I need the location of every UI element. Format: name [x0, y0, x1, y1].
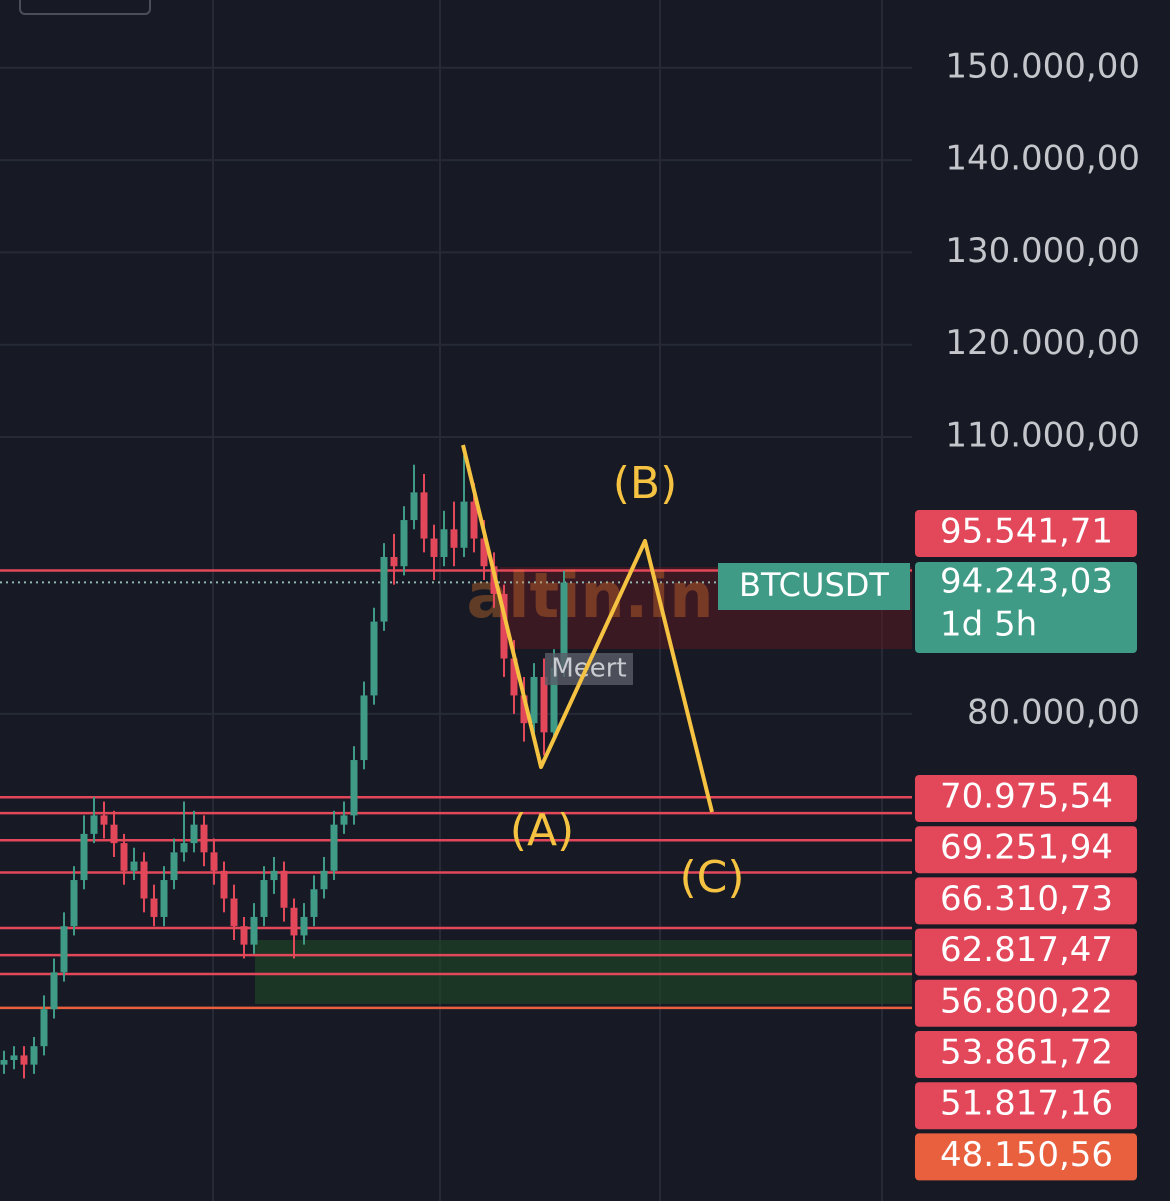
candle-body: [460, 501, 468, 548]
candle-body: [270, 870, 278, 881]
support-zone: [255, 940, 912, 1004]
candle-body: [200, 824, 208, 853]
level-box: [915, 826, 1137, 874]
candle-body: [400, 520, 408, 567]
candle-body: [500, 593, 508, 659]
level-label: 62.817,47: [940, 930, 1113, 970]
candle-body: [260, 880, 268, 917]
candle-body: [410, 492, 418, 521]
countdown: 1d 5h: [940, 605, 1037, 645]
candle-body: [110, 824, 118, 844]
candle-body: [90, 815, 98, 834]
wave-label: (B): [613, 458, 678, 509]
candle-body: [240, 926, 248, 945]
wave-path: [461, 444, 714, 813]
candle-body: [30, 1046, 38, 1065]
level-box: [915, 928, 1137, 976]
candle-body: [420, 492, 428, 539]
candle-body: [510, 658, 518, 696]
candle-body: [440, 529, 448, 557]
last-price: 94.243,03: [940, 562, 1113, 602]
candle-body: [450, 529, 458, 548]
level-label: 51.817,16: [940, 1084, 1113, 1124]
candle-body: [370, 621, 378, 696]
candle-body: [430, 538, 438, 557]
candle-body: [520, 695, 528, 724]
symbol: BTCUSDT: [739, 566, 889, 604]
y-tick-label: 150.000,00: [945, 46, 1140, 86]
candle-body: [50, 972, 58, 1010]
wave-label: (C): [679, 852, 744, 903]
candle-body: [70, 880, 78, 927]
toolbar-button[interactable]: [19, 0, 151, 15]
candle-body: [150, 898, 158, 917]
level-box: [915, 877, 1137, 925]
symbol-box: [718, 563, 910, 610]
candle-body: [480, 538, 488, 567]
candle-body: [540, 676, 548, 733]
candle-body: [210, 852, 218, 871]
y-tick-label: 120.000,00: [945, 323, 1140, 363]
candle-body: [310, 889, 318, 917]
level-box: [915, 510, 1137, 557]
candle-body: [470, 501, 478, 539]
level-label: 95.541,71: [940, 512, 1113, 552]
level-label: 56.800,22: [940, 981, 1113, 1021]
candle-body: [170, 852, 178, 881]
level-box: [915, 979, 1137, 1027]
candle-body: [230, 898, 238, 927]
watermark: altin.in: [466, 559, 713, 632]
candle-body: [320, 870, 328, 890]
candle-body: [550, 667, 558, 733]
candle-body: [120, 843, 128, 871]
candle-body: [190, 824, 198, 844]
level-label: 66.310,73: [940, 879, 1113, 919]
candle-body: [140, 861, 148, 899]
candle-body: [130, 861, 138, 871]
level-label: 53.861,72: [940, 1033, 1113, 1073]
candle-body: [250, 916, 258, 945]
level-box: [915, 1082, 1137, 1130]
candle-body: [20, 1055, 28, 1065]
candle-body: [100, 815, 108, 825]
grid: [0, 66, 912, 715]
candle-body: [340, 815, 348, 825]
candle-body: [220, 870, 228, 899]
level-box: [915, 1031, 1137, 1078]
candle-body: [290, 907, 298, 936]
levels: [0, 569, 912, 1010]
candle-body: [360, 695, 368, 761]
level-label: 48.150,56: [940, 1135, 1113, 1175]
y-tick-label: 110.000,00: [945, 416, 1140, 456]
candle-body: [380, 556, 388, 622]
candle-body: [280, 870, 288, 908]
wave-label: (A): [510, 805, 574, 856]
candle-body: [40, 1009, 48, 1047]
candle-body: [10, 1055, 18, 1061]
y-tick-label: 80.000,00: [967, 692, 1140, 732]
candle-body: [80, 833, 88, 881]
last-price-box: [915, 562, 1137, 653]
level-box: [915, 1133, 1137, 1181]
candle-body: [180, 843, 188, 853]
candle-body: [160, 880, 168, 917]
candle-body: [350, 760, 358, 816]
y-tick-label: 140.000,00: [945, 139, 1140, 179]
candle-body: [390, 556, 398, 567]
candle-body: [300, 916, 308, 936]
candle-body: [0, 1060, 8, 1065]
candle-body: [60, 926, 68, 973]
candle-body: [530, 676, 538, 724]
level-box: [915, 775, 1137, 822]
level-label: 70.975,54: [940, 777, 1113, 817]
level-label: 69.251,94: [940, 828, 1113, 868]
candle-body: [330, 824, 338, 871]
axis-labels: 150.000,00 140.000,00 130.000,00 120.000,00…: [915, 46, 1140, 1181]
candle-body: [560, 582, 568, 668]
y-tick-label: 130.000,00: [945, 231, 1140, 271]
